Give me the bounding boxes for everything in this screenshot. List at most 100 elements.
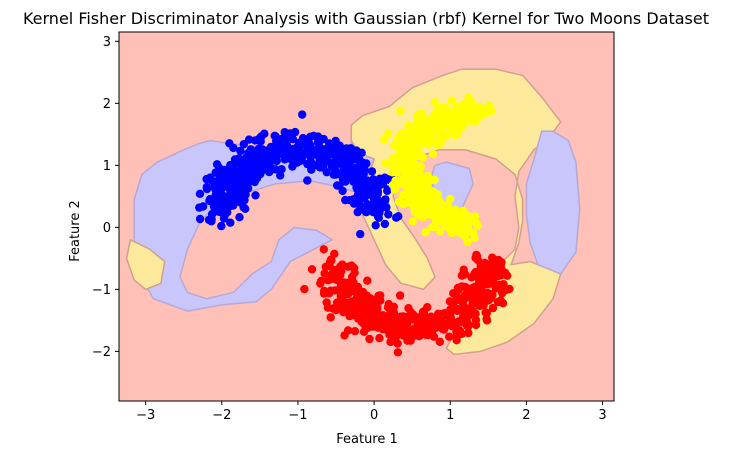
data-point bbox=[331, 170, 340, 179]
data-point bbox=[358, 184, 367, 193]
data-point bbox=[448, 305, 458, 314]
data-point bbox=[319, 245, 328, 254]
data-point bbox=[351, 194, 360, 203]
data-point bbox=[357, 295, 366, 304]
data-point bbox=[411, 312, 421, 322]
data-point bbox=[322, 168, 331, 177]
data-point bbox=[411, 194, 420, 203]
data-point bbox=[392, 213, 401, 222]
x-tick-label: −3 bbox=[136, 408, 155, 423]
data-point bbox=[415, 208, 424, 217]
data-point bbox=[265, 162, 275, 171]
data-point bbox=[226, 218, 235, 227]
data-point bbox=[212, 198, 221, 208]
data-point bbox=[452, 126, 462, 135]
data-point bbox=[240, 170, 249, 180]
data-point bbox=[325, 261, 334, 270]
y-tick-label: −1 bbox=[92, 283, 111, 298]
data-point bbox=[462, 292, 471, 302]
data-point bbox=[491, 266, 500, 275]
data-point bbox=[317, 276, 326, 286]
data-point bbox=[428, 149, 438, 159]
data-point bbox=[468, 306, 477, 315]
data-point bbox=[449, 109, 458, 118]
data-point bbox=[393, 319, 402, 328]
data-point bbox=[401, 325, 410, 334]
data-point bbox=[437, 214, 447, 224]
data-point bbox=[380, 219, 390, 229]
data-point bbox=[454, 285, 463, 294]
data-point bbox=[202, 182, 211, 192]
data-point bbox=[417, 136, 427, 145]
data-point bbox=[305, 149, 314, 158]
data-point bbox=[207, 217, 216, 226]
data-point bbox=[280, 155, 289, 164]
data-point bbox=[324, 150, 333, 159]
data-point bbox=[307, 165, 316, 174]
x-tick-label: 2 bbox=[522, 408, 530, 423]
data-point bbox=[297, 154, 306, 163]
data-point bbox=[476, 286, 485, 295]
data-point bbox=[300, 284, 309, 294]
data-point bbox=[195, 214, 205, 224]
data-point bbox=[349, 155, 358, 164]
data-point bbox=[408, 217, 417, 226]
data-point bbox=[339, 283, 348, 292]
data-point bbox=[318, 156, 327, 165]
data-point bbox=[328, 270, 337, 279]
data-point bbox=[420, 197, 430, 206]
y-tick-label: 0 bbox=[103, 221, 111, 236]
data-point bbox=[456, 229, 466, 238]
data-point bbox=[341, 177, 350, 186]
x-tick-label: −2 bbox=[212, 408, 231, 423]
data-point bbox=[333, 159, 343, 168]
data-point bbox=[320, 269, 329, 278]
data-point bbox=[290, 153, 299, 162]
data-point bbox=[337, 293, 347, 302]
data-point bbox=[212, 160, 222, 169]
data-point bbox=[379, 314, 388, 323]
data-point bbox=[258, 145, 267, 154]
data-point bbox=[428, 223, 437, 232]
data-point bbox=[265, 144, 274, 154]
data-point bbox=[375, 179, 384, 189]
data-point bbox=[453, 119, 463, 128]
data-point bbox=[464, 110, 473, 119]
data-point bbox=[335, 262, 345, 271]
data-point bbox=[227, 164, 236, 173]
data-point bbox=[393, 339, 402, 348]
data-point bbox=[241, 204, 250, 213]
data-point bbox=[326, 313, 335, 322]
data-point bbox=[282, 132, 292, 142]
data-point bbox=[451, 320, 460, 330]
data-point bbox=[452, 336, 461, 345]
data-point bbox=[435, 337, 445, 346]
data-point bbox=[371, 221, 380, 230]
data-point bbox=[470, 269, 479, 278]
data-point bbox=[257, 132, 266, 141]
data-point bbox=[337, 149, 346, 158]
data-point bbox=[470, 212, 480, 221]
data-point bbox=[424, 129, 434, 138]
data-point bbox=[332, 298, 342, 307]
data-point bbox=[381, 159, 390, 168]
data-point bbox=[395, 162, 404, 171]
data-point bbox=[251, 191, 260, 200]
axes-frame bbox=[118, 31, 615, 402]
data-point bbox=[421, 228, 430, 237]
data-point bbox=[445, 297, 455, 306]
data-point bbox=[393, 326, 402, 335]
data-point bbox=[369, 194, 379, 203]
chart-title: Kernel Fisher Discriminator Analysis wit… bbox=[23, 9, 709, 28]
series-2 bbox=[380, 93, 496, 247]
data-point bbox=[471, 320, 481, 330]
data-point bbox=[413, 321, 423, 330]
data-point bbox=[365, 334, 374, 344]
data-point bbox=[436, 227, 445, 236]
data-point bbox=[497, 258, 506, 267]
data-point bbox=[366, 294, 375, 303]
data-point bbox=[217, 221, 226, 231]
data-point bbox=[319, 289, 329, 298]
data-point bbox=[436, 311, 445, 320]
